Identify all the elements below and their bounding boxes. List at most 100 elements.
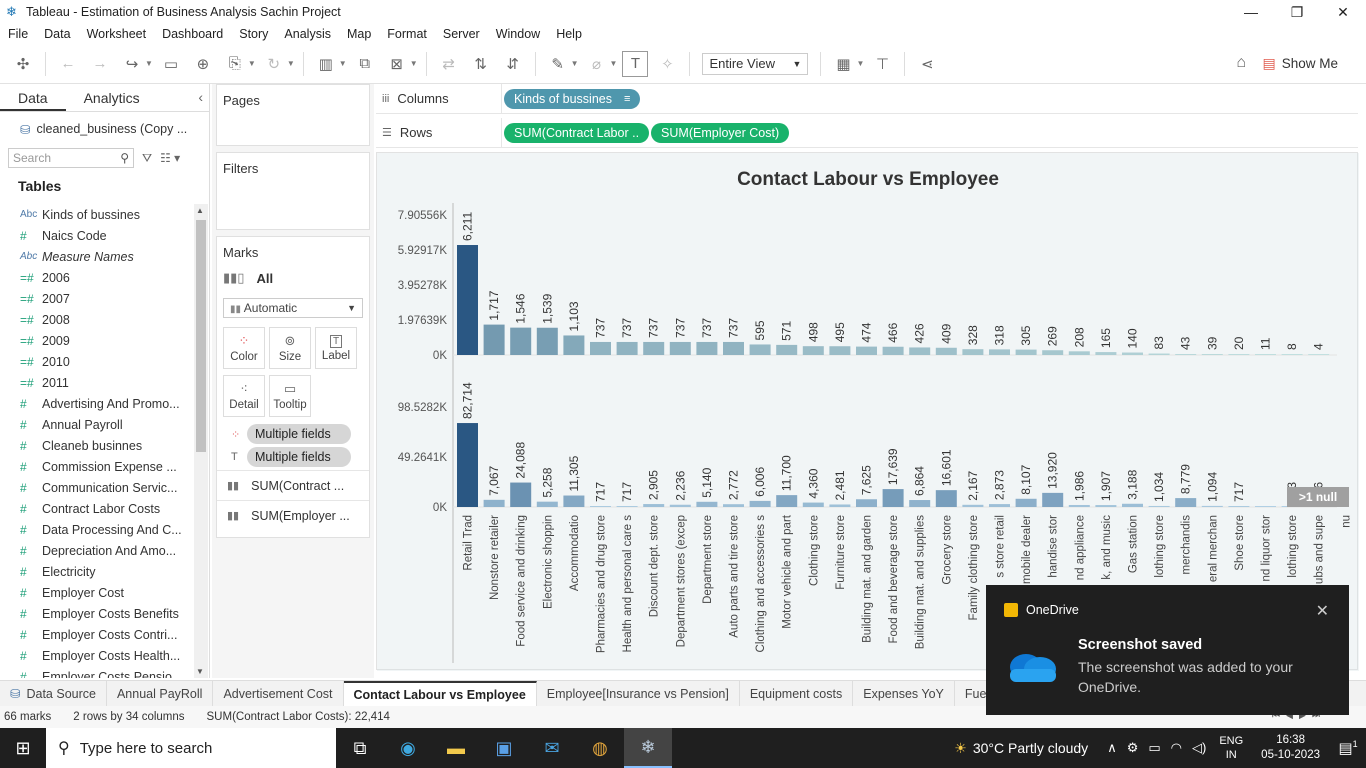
chrome-icon[interactable]: ◍ [592,737,608,758]
clock[interactable]: 16:38 05-10-2023 [1261,733,1320,763]
label-button[interactable]: T Label [315,327,357,369]
duplicate-sheet-icon[interactable]: ⧉ [359,55,371,72]
color-multiple-fields-pill[interactable]: Multiple fields [247,424,351,444]
tooltip-button[interactable]: ▭ Tooltip [269,375,311,417]
language-indicator[interactable]: ENG IN [1219,734,1243,762]
chevron-down-icon[interactable]: ▼ [286,59,295,68]
pages-card[interactable]: Pages [216,84,370,146]
sort-ascending-icon[interactable]: ⇅ [474,55,487,73]
group-members-icon[interactable]: ⌀ [592,55,602,73]
field-item[interactable]: =# 2008 [0,309,194,330]
task-view-icon[interactable]: ⧉ [353,737,367,758]
tab-annual-payroll[interactable]: Annual PayRoll [107,680,214,707]
minimize-button[interactable]: — [1244,4,1258,20]
volume-icon[interactable]: ◁) [1192,740,1207,755]
mark-type-select[interactable]: ▮▮ Automatic ▼ [223,298,363,318]
clear-sheet-icon[interactable]: ⊠ [390,55,403,73]
field-item[interactable]: # Advertising And Promo... [0,393,194,414]
tab-advertisement-cost[interactable]: Advertisement Cost [213,680,344,707]
tab-data[interactable]: Data [0,84,66,111]
new-datasource-icon[interactable]: ⊕ [196,55,210,73]
field-item[interactable]: # Naics Code [0,225,194,246]
share-icon[interactable]: ⋖ [921,55,934,73]
tab-expenses-yoy[interactable]: Expenses YoY [853,680,955,707]
highlight-icon[interactable]: ✎ [551,55,564,73]
field-item[interactable]: # Employer Costs Contri... [0,624,194,645]
color-button[interactable]: ⁘ Color [223,327,265,369]
fit-view-select[interactable]: Entire View ▼ [702,52,809,75]
field-item[interactable]: # Electricity [0,561,194,582]
file-explorer-icon[interactable]: ▬ [447,737,465,758]
field-item[interactable]: Abc Kinds of bussines [0,204,194,225]
field-list-scrollbar[interactable]: ▲ ▼ [194,204,208,678]
taskbar-search[interactable]: ⚲ Type here to search [46,728,336,768]
chevron-down-icon[interactable]: ▼ [609,59,618,68]
fix-axes-icon[interactable]: ✧ [661,55,674,73]
show-me-button[interactable]: ▤ Show Me [1262,55,1338,72]
save-icon[interactable]: ▭ [163,55,179,73]
field-item[interactable]: =# 2007 [0,288,194,309]
field-item[interactable]: # Employer Costs Pensio... [0,666,194,679]
tab-analytics[interactable]: Analytics [83,90,140,106]
filter-icon[interactable]: ⛛ [142,150,153,165]
replay-icon[interactable]: ↪ [125,55,139,73]
tableau-home-icon[interactable]: ✣ [16,55,30,73]
measure-card-contract[interactable]: ▮▮ SUM(Contract ... [217,470,369,500]
menu-map[interactable]: Map [346,27,372,41]
field-item[interactable]: Abc Measure Names [0,246,194,267]
battery-icon[interactable]: ▭ [1148,740,1161,755]
toast-close-icon[interactable]: ✕ [1315,603,1329,620]
close-window-button[interactable]: ✕ [1337,3,1349,20]
datasource-item[interactable]: ⛁ cleaned_business (Copy ... [0,112,209,140]
notification-center-icon[interactable]: ▤1 [1338,739,1358,757]
sort-descending-icon[interactable]: ⇵ [506,55,519,73]
label-multiple-fields-pill[interactable]: Multiple fields [247,447,351,467]
menu-worksheet[interactable]: Worksheet [86,27,147,41]
contract-labor-pill[interactable]: SUM(Contract Labor .. [504,122,650,143]
tab-employee-insurance[interactable]: Employee[Insurance vs Pension] [537,680,740,707]
tab-equipment-costs[interactable]: Equipment costs [740,680,854,707]
kinds-of-business-pill[interactable]: Kinds of bussines ≡ [504,88,641,109]
menu-file[interactable]: File [8,27,29,41]
sheet-navigation[interactable]: ⏮◀▶⏭ [1271,710,1326,720]
scroll-up-icon[interactable]: ▲ [196,206,204,215]
marks-all-tab[interactable]: ▮▮▯ All [217,264,369,292]
weather-widget[interactable]: ☀ 30°C Partly cloudy [954,740,1088,757]
chevron-down-icon[interactable]: ▼ [145,59,153,68]
show-cards-icon[interactable]: ▦ [836,55,851,73]
redo-icon[interactable]: → [92,55,108,72]
chevron-down-icon[interactable]: ▼ [856,59,865,68]
menu-data[interactable]: Data [44,27,71,41]
collapse-pane-icon[interactable]: ‹ [198,89,203,105]
pause-updates-icon[interactable]: ⎘ [228,55,241,72]
field-item[interactable]: # Employer Costs Health... [0,645,194,666]
tableau-taskbar-icon[interactable]: ❄ [624,728,672,768]
chevron-up-icon[interactable]: ∧ [1107,740,1117,755]
store-icon[interactable]: ▣ [495,737,513,758]
wifi-icon[interactable]: ◠ [1170,740,1182,755]
field-item[interactable]: =# 2006 [0,267,194,288]
chevron-down-icon[interactable]: ▼ [338,59,347,68]
restore-button[interactable]: ❐ [1290,3,1304,20]
filters-card[interactable]: Filters [216,152,370,230]
menu-analysis[interactable]: Analysis [284,27,331,41]
field-item[interactable]: =# 2011 [0,372,194,393]
edge-icon[interactable]: ◉ [400,737,416,758]
refresh-icon[interactable]: ↻ [267,55,281,73]
rows-shelf[interactable]: ☰ Rows SUM(Contract Labor .. SUM(Employer… [376,118,1358,148]
tab-data-source[interactable]: ⛁ Data Source [0,680,107,707]
new-worksheet-icon[interactable]: ▥ [318,55,333,73]
swap-axes-icon[interactable]: ⇄ [442,55,455,73]
show-mark-labels-icon[interactable]: T [622,50,649,77]
columns-shelf[interactable]: iii Columns Kinds of bussines ≡ [376,84,1358,114]
field-item[interactable]: # Commission Expense ... [0,456,194,477]
windows-start-icon[interactable]: ⊞ [15,737,31,758]
field-item[interactable]: # Communication Servic... [0,477,194,498]
scroll-down-icon[interactable]: ▼ [196,667,204,676]
field-item[interactable]: =# 2009 [0,330,194,351]
network-activity-icon[interactable]: ⚙ [1126,740,1139,755]
presentation-mode-icon[interactable]: ⊤ [875,55,889,73]
employer-cost-pill[interactable]: SUM(Employer Cost) [651,122,790,143]
measure-card-employer[interactable]: ▮▮ SUM(Employer ... [217,500,369,530]
field-item[interactable]: # Employer Cost [0,582,194,603]
